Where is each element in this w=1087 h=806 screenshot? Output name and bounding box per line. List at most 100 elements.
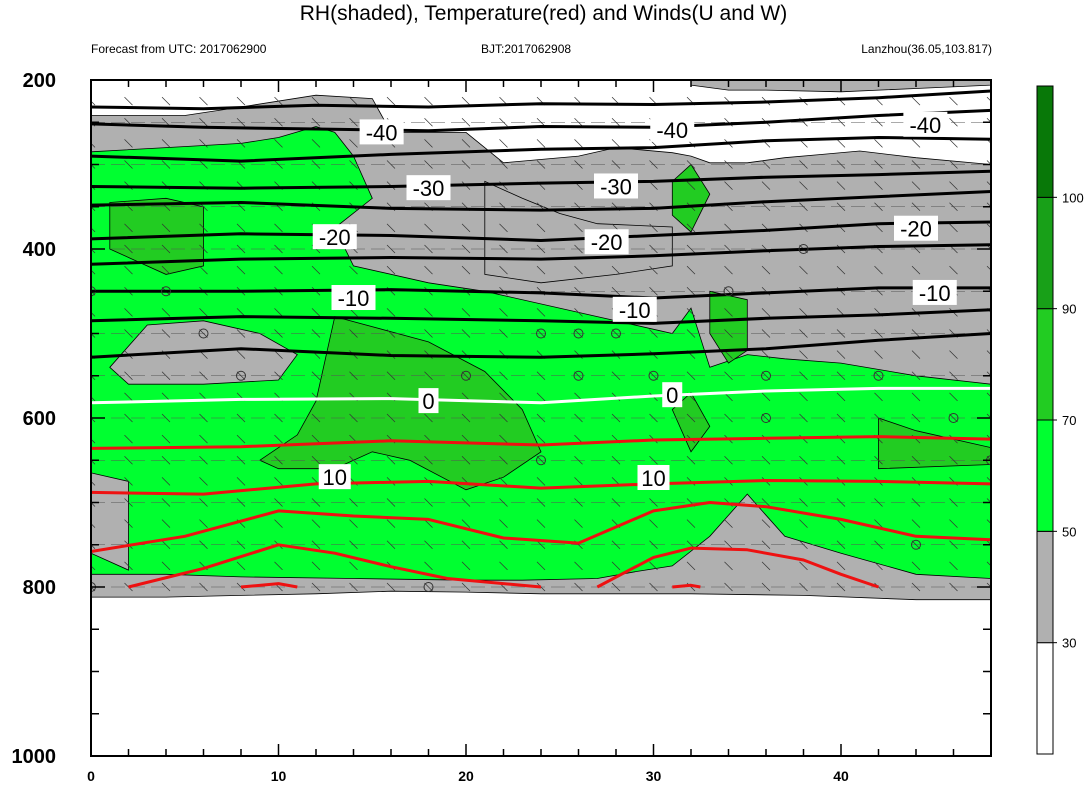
wind-barb (199, 456, 208, 465)
colorbar-bin-30-50 (1036, 530, 1054, 644)
wind-barb (124, 371, 133, 380)
wind-barb (236, 498, 246, 507)
wind-barb (761, 413, 771, 423)
wind-barb (91, 100, 96, 106)
wind-barb (799, 392, 808, 402)
wind-barb (686, 181, 696, 190)
wind-barb (274, 139, 283, 148)
wind-barb (986, 350, 991, 356)
wind-barb (574, 456, 583, 465)
wind-barb (836, 498, 846, 507)
wind-barb (91, 206, 96, 211)
forecast-label: Forecast from UTC: 2017062900 (91, 42, 267, 56)
wind-barb (499, 118, 508, 127)
wind-barb (874, 160, 883, 169)
wind-barb (649, 181, 658, 190)
wind-barb (274, 329, 283, 338)
wind-barb (986, 392, 991, 398)
wind-barb (124, 413, 133, 423)
wind-barb (199, 329, 208, 338)
temperature-contour-0-10 (91, 386, 991, 405)
station-label: Lanzhou(36.05,103.817) (861, 42, 992, 56)
wind-barb (461, 498, 471, 507)
wind-barb (91, 502, 96, 507)
wind-barb (499, 434, 508, 444)
wind-barb (686, 287, 696, 296)
wind-barb (949, 498, 958, 507)
wind-barb (386, 96, 396, 106)
wind-barb (499, 498, 508, 507)
wind-barb (386, 265, 396, 275)
wind-barb (311, 498, 321, 507)
wind-barb (911, 265, 921, 275)
wind-barb (949, 456, 958, 465)
wind-barb (91, 396, 96, 402)
wind-barb (461, 160, 471, 169)
wind-barb (536, 498, 546, 507)
wind-barb (461, 540, 471, 549)
wind-barb (311, 561, 321, 571)
wind-barb (874, 540, 883, 549)
wind-barb (424, 118, 433, 127)
wind-barb (124, 160, 133, 169)
wind-barb (236, 139, 246, 148)
wind-barb (311, 329, 321, 338)
contour-label: 10 (641, 466, 665, 491)
wind-barb (986, 519, 991, 525)
wind-barb (986, 202, 991, 208)
wind-barb (199, 477, 208, 486)
wind-barb (124, 434, 133, 444)
wind-barb (649, 371, 658, 380)
wind-barb (424, 329, 433, 338)
wind-barb (799, 350, 808, 359)
wind-barb (499, 329, 508, 338)
temperature-contour--20-6 (91, 243, 991, 266)
wind-barb (836, 265, 846, 275)
wind-barb (386, 413, 396, 423)
calm-wind-marker (461, 370, 471, 381)
wind-barb (649, 413, 658, 423)
colorbar-label: 100 (1062, 190, 1084, 205)
wind-barb (724, 540, 733, 549)
wind-barb (649, 244, 658, 254)
wind-barb (986, 582, 991, 588)
colorbar-label: 90 (1062, 302, 1076, 317)
calm-wind-marker (611, 328, 621, 339)
wind-barb (236, 434, 246, 444)
wind-barb (949, 160, 958, 169)
wind-barb (799, 540, 808, 549)
wind-barb (649, 287, 658, 296)
wind-barb (724, 160, 733, 169)
wind-barb (686, 561, 696, 571)
wind-barb (536, 244, 546, 254)
wind-barb (461, 308, 471, 317)
wind-barb (724, 456, 733, 465)
wind-barb (836, 160, 846, 169)
wind-barb (836, 392, 846, 402)
wind-barb (986, 371, 991, 377)
rh-region-30-50-4 (109, 320, 298, 385)
wind-barb (649, 540, 658, 549)
wind-barb (274, 265, 283, 275)
wind-barb (499, 413, 508, 423)
wind-barb (611, 287, 621, 296)
y-tick-label: 800 (23, 577, 56, 599)
wind-barb (424, 519, 433, 528)
wind-barb (161, 223, 171, 233)
contour-label-box (418, 388, 439, 414)
wind-barb (911, 181, 921, 190)
wind-barb (124, 265, 133, 275)
x-tick-label: 0 (87, 768, 95, 784)
wind-barb (761, 392, 771, 402)
wind-barb (574, 498, 583, 507)
wind-barb (686, 329, 696, 338)
wind-barb (836, 371, 846, 380)
wind-barb (836, 540, 846, 549)
wind-barb (199, 96, 208, 106)
wind-barb (874, 413, 883, 423)
wind-barb (536, 139, 546, 148)
wind-barb (236, 244, 246, 254)
wind-barb (536, 392, 546, 402)
wind-barb (574, 329, 583, 338)
wind-barb (236, 561, 246, 571)
